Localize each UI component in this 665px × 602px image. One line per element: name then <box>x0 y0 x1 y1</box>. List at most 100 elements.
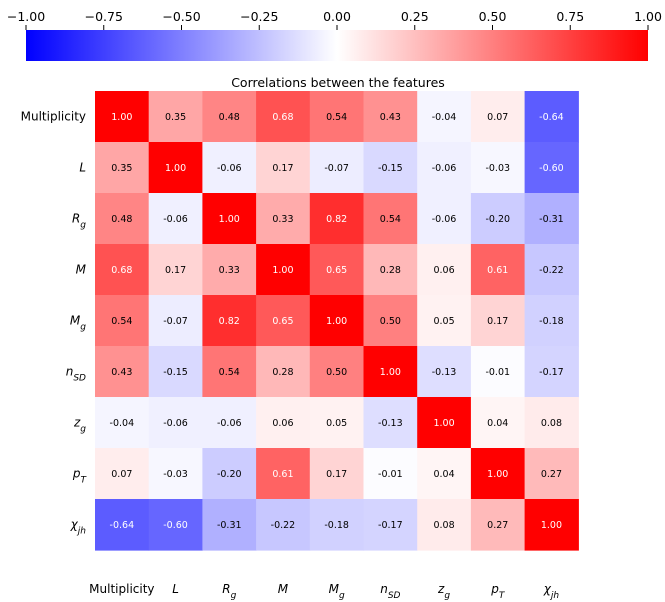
heatmap-cell <box>470 295 526 347</box>
heatmap-cell <box>417 295 472 347</box>
heatmap-cell <box>95 448 150 500</box>
column-label-multiplicity: Multiplicity <box>89 582 154 596</box>
heatmap-cell <box>309 346 365 398</box>
heatmap-cell <box>202 193 257 245</box>
cell-value-label: 0.54 <box>111 316 132 327</box>
cell-value-label: -0.06 <box>217 163 242 174</box>
heatmap-cell <box>256 244 311 296</box>
heatmap-cell <box>95 397 150 449</box>
cell-value-label: 1.00 <box>433 418 454 429</box>
cell-value-label: 0.33 <box>219 265 240 276</box>
column-label-m: M <box>278 582 289 596</box>
cell-value-label: -0.07 <box>324 163 349 174</box>
heatmap-cell <box>417 142 472 194</box>
heatmap-cell <box>148 295 203 347</box>
heatmap-cell <box>309 91 365 143</box>
heatmap-cell <box>202 91 257 143</box>
cell-value-label: 0.28 <box>380 265 401 276</box>
row-label-m-g: Mg <box>70 314 86 333</box>
colorbar-ticks: −1.00 −0.75 −0.50 −0.25 0.00 0.25 0.50 0.75 1.00 <box>7 9 662 30</box>
cell-value-label: -0.60 <box>539 163 564 174</box>
heatmap-cell <box>309 193 365 245</box>
colorbar-tick-label: −0.25 <box>240 9 278 24</box>
heatmap-cell <box>470 397 526 449</box>
heatmap-cell <box>256 91 311 143</box>
heatmap-cell <box>524 295 579 347</box>
heatmap-cells: 1.00 0.35 0.48 0.68 0.54 0.43 -0.04 0.07 -0.64 0.… <box>95 91 579 551</box>
heatmap-cell <box>202 397 257 449</box>
heatmap-cell <box>256 346 311 398</box>
colorbar-tick-label: 0.25 <box>401 9 429 24</box>
row-label-z-g: zg <box>73 416 86 435</box>
cell-value-label: 0.07 <box>111 469 132 480</box>
heatmap-cell <box>95 91 150 143</box>
cell-value-label: 0.48 <box>219 112 240 123</box>
cell-value-label: 0.05 <box>433 316 454 327</box>
row-label-n-sd: nSD <box>66 365 86 384</box>
cell-value-label: -0.03 <box>163 469 188 480</box>
heatmap-cell <box>95 244 150 296</box>
heatmap-cell <box>363 397 418 449</box>
cell-value-label: -0.17 <box>539 367 564 378</box>
heatmap-cell <box>470 448 526 500</box>
colorbar-tick-label: −1.00 <box>7 9 45 24</box>
heatmap-cell <box>256 193 311 245</box>
cell-value-label: -0.06 <box>163 418 188 429</box>
cell-value-label: 0.28 <box>272 367 293 378</box>
cell-value-label: 1.00 <box>219 214 240 225</box>
heatmap-cell <box>363 244 418 296</box>
heatmap-cell <box>524 448 579 500</box>
colorbar-tick-label: 1.00 <box>634 9 662 24</box>
cell-value-label: 1.00 <box>541 520 562 531</box>
cell-value-label: 0.17 <box>165 265 186 276</box>
heatmap-cell <box>470 244 526 296</box>
cell-value-label: 0.68 <box>111 265 132 276</box>
heatmap-cell <box>309 244 365 296</box>
row-labels: Multiplicity L Rg M Mg nSD zg pT χjh <box>21 110 88 537</box>
heatmap-cell <box>95 499 150 551</box>
cell-value-label: -0.64 <box>110 520 135 531</box>
heatmap-cell <box>202 244 257 296</box>
cell-value-label: 0.43 <box>111 367 132 378</box>
colorbar-tick-label: 0.75 <box>556 9 584 24</box>
heatmap-cell <box>470 91 526 143</box>
heatmap-cell <box>417 346 472 398</box>
cell-value-label: -0.01 <box>485 367 510 378</box>
heatmap-cell <box>417 448 472 500</box>
heatmap-cell <box>470 193 526 245</box>
cell-value-label: -0.15 <box>378 163 403 174</box>
cell-value-label: -0.31 <box>539 214 564 225</box>
heatmap-cell <box>202 448 257 500</box>
heatmap-cell <box>417 244 472 296</box>
column-label-p-t: pT <box>490 582 506 601</box>
cell-value-label: 0.08 <box>541 418 562 429</box>
cell-value-label: 0.06 <box>272 418 293 429</box>
column-label-n-sd: nSD <box>380 582 400 601</box>
heatmap-cell <box>309 295 365 347</box>
heatmap-cell <box>202 142 257 194</box>
heatmap-cell <box>524 499 579 551</box>
cell-value-label: 0.04 <box>433 469 454 480</box>
cell-value-label: 0.54 <box>380 214 401 225</box>
heatmap-cell <box>309 499 365 551</box>
heatmap-cell <box>256 397 311 449</box>
heatmap-cell <box>256 448 311 500</box>
heatmap-cell <box>363 193 418 245</box>
heatmap-cell <box>363 448 418 500</box>
heatmap-cell <box>363 499 418 551</box>
column-label-χ-jh: χjh <box>543 582 560 601</box>
row-label-r-g: Rg <box>72 212 86 231</box>
cell-value-label: 0.05 <box>326 418 347 429</box>
column-labels: Multiplicity L Rg M Mg nSD zg pT χjh <box>89 582 559 601</box>
cell-value-label: 0.61 <box>272 469 293 480</box>
row-label-m: M <box>76 263 87 277</box>
heatmap-cell <box>524 193 579 245</box>
colorbar: −1.00 −0.75 −0.50 −0.25 0.00 0.25 0.50 0.75 1.00 <box>7 9 662 61</box>
cell-value-label: 0.04 <box>487 418 508 429</box>
cell-value-label: -0.22 <box>539 265 564 276</box>
colorbar-gradient <box>26 30 648 61</box>
heatmap-cell <box>309 448 365 500</box>
cell-value-label: -0.60 <box>163 520 188 531</box>
cell-value-label: 0.61 <box>487 265 508 276</box>
cell-value-label: -0.04 <box>110 418 135 429</box>
